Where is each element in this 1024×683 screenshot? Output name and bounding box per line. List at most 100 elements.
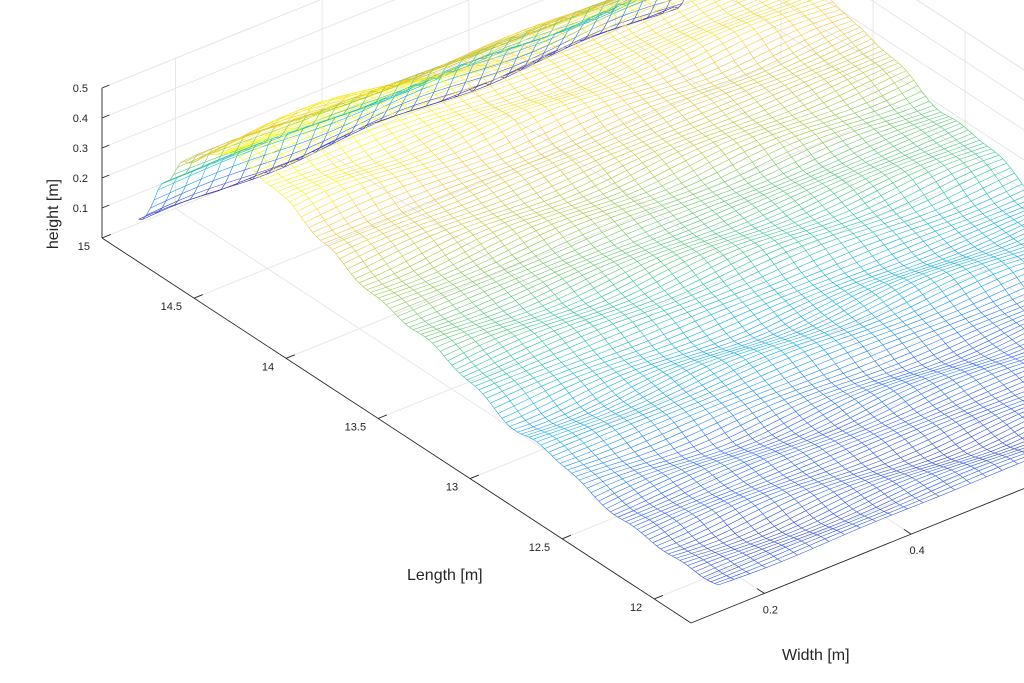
mesh-line	[954, 222, 971, 230]
mesh-line	[787, 124, 804, 130]
mesh-line	[537, 98, 554, 104]
mesh-line	[945, 288, 963, 297]
mesh-line	[294, 136, 311, 144]
mesh-line	[676, 498, 693, 506]
mesh-line	[653, 478, 670, 487]
mesh-line	[932, 377, 949, 384]
mesh-line	[638, 151, 655, 159]
mesh-line	[659, 44, 676, 52]
mesh-line	[542, 274, 559, 283]
mesh-line	[367, 233, 384, 241]
mesh-line	[966, 251, 983, 258]
mesh-line	[522, 336, 539, 345]
mesh-line	[443, 96, 460, 103]
mesh-line	[823, 95, 840, 103]
mesh-line	[775, 179, 792, 187]
mesh-line	[759, 468, 776, 476]
mesh-line	[769, 323, 786, 332]
mesh-line	[958, 246, 975, 254]
mesh-line	[917, 383, 934, 391]
mesh-line	[889, 381, 906, 389]
mesh-line	[500, 214, 517, 220]
mesh-line	[938, 263, 955, 269]
mesh-line	[444, 69, 461, 75]
mesh-line	[744, 171, 761, 180]
mesh-line	[455, 107, 472, 113]
mesh-line	[405, 317, 422, 325]
mesh-line	[730, 330, 747, 338]
mesh-line	[982, 226, 999, 234]
mesh-line	[619, 112, 636, 120]
mesh-line	[459, 109, 475, 116]
mesh-line	[594, 240, 611, 248]
mesh-line	[1004, 282, 1021, 290]
mesh-line	[268, 166, 285, 174]
mesh-line	[662, 111, 679, 119]
mesh-line	[900, 162, 917, 169]
mesh-line	[687, 559, 704, 566]
mesh-line	[733, 76, 750, 84]
mesh-line	[585, 63, 602, 72]
mesh-line	[684, 485, 701, 494]
mesh-line	[439, 92, 456, 99]
mesh-line	[740, 441, 757, 448]
mesh-line	[793, 19, 810, 26]
mesh-line	[804, 311, 821, 321]
mesh-line	[852, 501, 869, 510]
mesh-line	[398, 201, 416, 209]
mesh-line	[592, 365, 609, 372]
mesh-line	[641, 489, 658, 498]
mesh-line	[284, 159, 301, 168]
mesh-line	[945, 336, 962, 344]
mesh-line	[706, 25, 723, 32]
mesh-line	[616, 50, 633, 58]
mesh-line	[950, 256, 967, 263]
mesh-line	[839, 88, 856, 96]
mesh-line	[669, 160, 686, 169]
mesh-line	[678, 64, 696, 72]
mesh-line	[1000, 342, 1017, 351]
mesh-line	[508, 219, 525, 227]
mesh-line	[849, 178, 866, 187]
mesh-line	[573, 74, 590, 82]
mesh-line	[386, 103, 403, 112]
mesh-line	[315, 123, 332, 130]
mesh-line	[792, 44, 809, 54]
mesh-line	[697, 444, 714, 451]
mesh-line	[441, 96, 458, 102]
mesh-line	[700, 233, 717, 240]
mesh-line	[465, 221, 482, 228]
mesh-line	[853, 449, 870, 457]
mesh-line	[925, 111, 942, 118]
mesh-line	[503, 262, 520, 270]
mesh-line	[825, 465, 842, 472]
mesh-line	[395, 131, 413, 139]
mesh-line	[797, 3, 814, 10]
mesh-line	[685, 405, 702, 413]
mesh-line	[865, 439, 882, 447]
mesh-line	[658, 129, 675, 137]
mesh-line	[676, 248, 693, 256]
mesh-line	[693, 439, 710, 447]
mesh-line	[723, 478, 741, 486]
mesh-line	[717, 100, 734, 107]
mesh-line	[802, 222, 819, 229]
mesh-line	[258, 134, 276, 142]
mesh-line	[390, 284, 407, 291]
mesh-line	[417, 287, 434, 294]
mesh-line	[533, 395, 550, 404]
mesh-line	[779, 161, 796, 170]
mesh-line	[742, 533, 759, 541]
mesh-line	[501, 123, 518, 132]
mesh-line	[623, 138, 640, 146]
mesh-line	[830, 413, 847, 423]
mesh-line	[487, 346, 504, 355]
mesh-line	[567, 40, 584, 48]
mesh-line	[949, 359, 965, 366]
mesh-line	[317, 163, 334, 170]
mesh-line	[764, 103, 781, 111]
mesh-line	[870, 349, 887, 357]
mesh-line	[813, 278, 830, 286]
mesh-line	[483, 48, 500, 57]
mesh-line	[602, 247, 619, 255]
